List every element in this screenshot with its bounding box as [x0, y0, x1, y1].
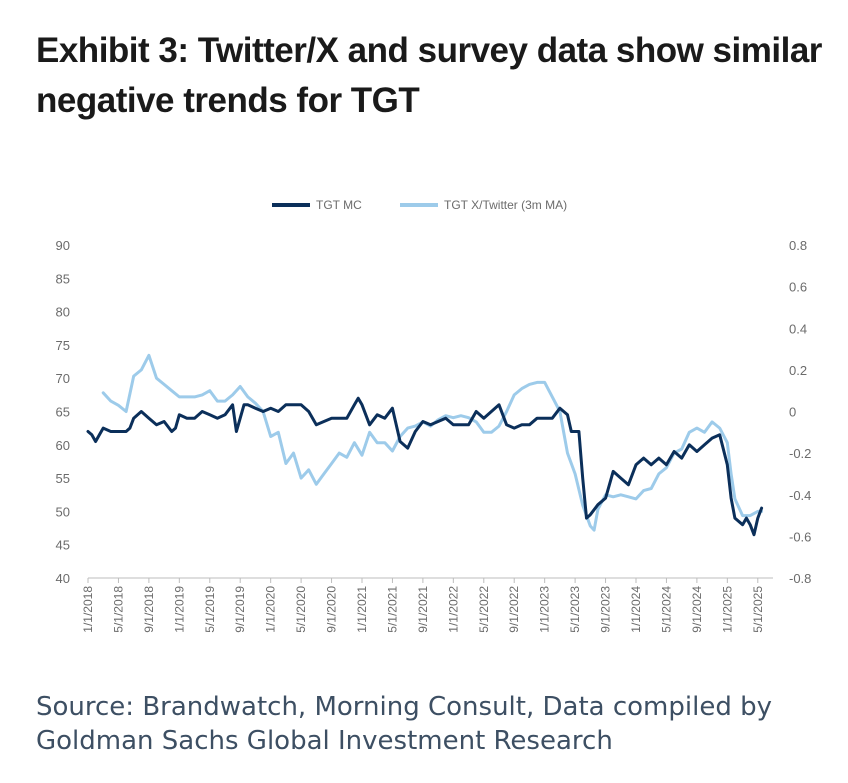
x-tick-label: 5/1/2025	[751, 586, 765, 633]
right-tick-label: -0.6	[789, 529, 811, 544]
left-tick-label: 45	[56, 538, 70, 553]
left-tick-label: 80	[56, 305, 70, 320]
x-tick-label: 1/1/2021	[355, 586, 369, 633]
legend-label: TGT X/Twitter (3m MA)	[444, 198, 567, 212]
x-tick-label: 1/1/2020	[264, 586, 278, 633]
right-tick-label: 0.8	[789, 238, 807, 253]
left-tick-label: 40	[56, 571, 70, 586]
series-layer	[86, 353, 764, 537]
x-tick-label: 5/1/2024	[659, 586, 673, 633]
x-tick-label: 5/1/2020	[294, 586, 308, 633]
x-tick-label: 1/1/2022	[446, 586, 460, 633]
x-tick-label: 5/1/2018	[111, 586, 125, 633]
x-tick-label: 1/1/2025	[720, 586, 734, 633]
right-y-axis: 0.8 0.6 0.4 0.2 0 -0.2 -0.4 -0.6 -0.8	[789, 238, 811, 586]
chart-legend: TGT MC TGT X/Twitter (3m MA)	[272, 198, 567, 212]
left-y-axis: 90 85 80 75 70 65 60 55 50 45 40	[56, 238, 70, 586]
left-tick-label: 50	[56, 504, 70, 519]
x-tick-label: 9/1/2019	[233, 586, 247, 633]
x-tick-label: 9/1/2022	[507, 586, 521, 633]
x-tick-label: 1/1/2018	[81, 586, 95, 633]
x-tick-label: 9/1/2018	[142, 586, 156, 633]
series-line-tgt-mc	[86, 396, 764, 537]
right-tick-label: -0.8	[789, 571, 811, 586]
x-tick-label: 5/1/2019	[203, 586, 217, 633]
x-tick-label: 5/1/2021	[385, 586, 399, 633]
right-tick-label: -0.4	[789, 488, 811, 503]
left-tick-label: 65	[56, 405, 70, 420]
right-tick-label: 0	[789, 405, 796, 420]
source-line-2: Goldman Sachs Global Investment Research	[36, 726, 613, 756]
x-tick-label: 9/1/2023	[599, 586, 613, 633]
right-tick-label: 0.4	[789, 321, 807, 336]
left-tick-label: 55	[56, 471, 70, 486]
chart-title-line-1: Exhibit 3: Twitter/X and survey data sho…	[36, 31, 822, 70]
source-note: Source: Brandwatch, Morning Consult, Dat…	[36, 690, 836, 758]
left-tick-label: 60	[56, 438, 70, 453]
left-tick-label: 85	[56, 271, 70, 286]
chart-title: Exhibit 3: Twitter/X and survey data sho…	[36, 26, 836, 126]
right-tick-label: 0.2	[789, 363, 807, 378]
right-tick-label: 0.6	[789, 280, 807, 295]
x-tick-label: 5/1/2022	[477, 586, 491, 633]
right-tick-label: -0.2	[789, 446, 811, 461]
x-tick-label: 9/1/2020	[325, 586, 339, 633]
left-tick-label: 90	[56, 238, 70, 253]
chart-title-line-2: negative trends for TGT	[36, 81, 420, 120]
line-chart: TGT MC TGT X/Twitter (3m MA) 90 85 80 75 70 65…	[56, 198, 812, 633]
legend-label: TGT MC	[316, 198, 362, 212]
x-tick-label: 1/1/2024	[629, 586, 643, 633]
x-tick-label: 9/1/2024	[690, 586, 704, 633]
x-tick-label: 5/1/2023	[568, 586, 582, 633]
left-tick-label: 70	[56, 371, 70, 386]
x-tick-label: 9/1/2021	[416, 586, 430, 633]
left-tick-label: 75	[56, 338, 70, 353]
x-axis: 1/1/2018 5/1/2018 9/1/2018 1/1/2019 5/1/2019…	[81, 577, 773, 633]
series-line-tgt-x-twitter	[101, 353, 764, 532]
source-line-1: Source: Brandwatch, Morning Consult, Dat…	[36, 692, 772, 722]
x-tick-label: 1/1/2019	[172, 586, 186, 633]
x-tick-label: 1/1/2023	[538, 586, 552, 633]
